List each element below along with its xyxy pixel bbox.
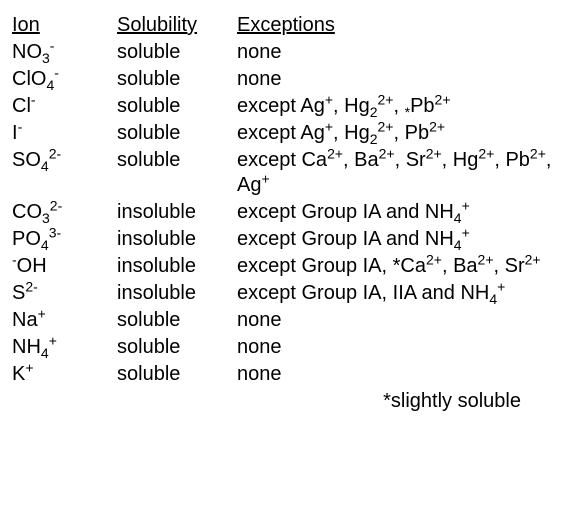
exceptions-cell: except Group IA and NH4+ [237, 226, 561, 253]
exceptions-cell: none [237, 334, 561, 361]
solubility-cell: soluble [117, 147, 237, 199]
ion-cell: SO42- [12, 147, 117, 199]
exceptions-cell: except Ca2+, Ba2+, Sr2+, Hg2+, Pb2+, Ag+ [237, 147, 561, 199]
ion-cell: K+ [12, 361, 117, 388]
solubility-cell: soluble [117, 66, 237, 93]
table-row: PO43-insolubleexcept Group IA and NH4+ [12, 226, 561, 253]
exceptions-cell: none [237, 39, 561, 66]
ion-cell: Cl- [12, 93, 117, 120]
exceptions-cell: except Ag+, Hg22+, Pb2+ [237, 120, 561, 147]
ion-cell: I- [12, 120, 117, 147]
table-row: NO3-solublenone [12, 39, 561, 66]
solubility-cell: insoluble [117, 253, 237, 280]
table-row: Na+solublenone [12, 307, 561, 334]
table-row: -OHinsolubleexcept Group IA, *Ca2+, Ba2+… [12, 253, 561, 280]
ion-cell: PO43- [12, 226, 117, 253]
exceptions-cell: except Group IA, IIA and NH4+ [237, 280, 561, 307]
header-solubility: Solubility [117, 12, 237, 39]
solubility-cell: insoluble [117, 226, 237, 253]
solubility-cell: soluble [117, 39, 237, 66]
ion-cell: Na+ [12, 307, 117, 334]
solubility-cell: insoluble [117, 280, 237, 307]
solubility-table: Ion Solubility Exceptions NO3-solublenon… [12, 12, 561, 388]
table-row: NH4+solublenone [12, 334, 561, 361]
table-row: ClO4-solublenone [12, 66, 561, 93]
header-ion: Ion [12, 12, 117, 39]
solubility-cell: soluble [117, 120, 237, 147]
table-row: K+solublenone [12, 361, 561, 388]
exceptions-cell: except Group IA and NH4+ [237, 199, 561, 226]
table-row: SO42-solubleexcept Ca2+, Ba2+, Sr2+, Hg2… [12, 147, 561, 199]
exceptions-cell: except Group IA, *Ca2+, Ba2+, Sr2+ [237, 253, 561, 280]
ion-cell: S2- [12, 280, 117, 307]
exceptions-cell: none [237, 307, 561, 334]
exceptions-cell: none [237, 66, 561, 93]
ion-cell: CO32- [12, 199, 117, 226]
solubility-cell: insoluble [117, 199, 237, 226]
ion-cell: -OH [12, 253, 117, 280]
exceptions-cell: none [237, 361, 561, 388]
footnote: *slightly soluble [12, 390, 561, 413]
ion-cell: ClO4- [12, 66, 117, 93]
solubility-cell: soluble [117, 307, 237, 334]
exceptions-cell: except Ag+, Hg22+, *Pb2+ [237, 93, 561, 120]
table-row: CO32-insolubleexcept Group IA and NH4+ [12, 199, 561, 226]
table-row: S2-insolubleexcept Group IA, IIA and NH4… [12, 280, 561, 307]
table-row: Cl-solubleexcept Ag+, Hg22+, *Pb2+ [12, 93, 561, 120]
table-row: I-solubleexcept Ag+, Hg22+, Pb2+ [12, 120, 561, 147]
ion-cell: NH4+ [12, 334, 117, 361]
header-exceptions: Exceptions [237, 12, 561, 39]
ion-cell: NO3- [12, 39, 117, 66]
solubility-cell: soluble [117, 361, 237, 388]
solubility-cell: soluble [117, 334, 237, 361]
header-row: Ion Solubility Exceptions [12, 12, 561, 39]
solubility-cell: soluble [117, 93, 237, 120]
